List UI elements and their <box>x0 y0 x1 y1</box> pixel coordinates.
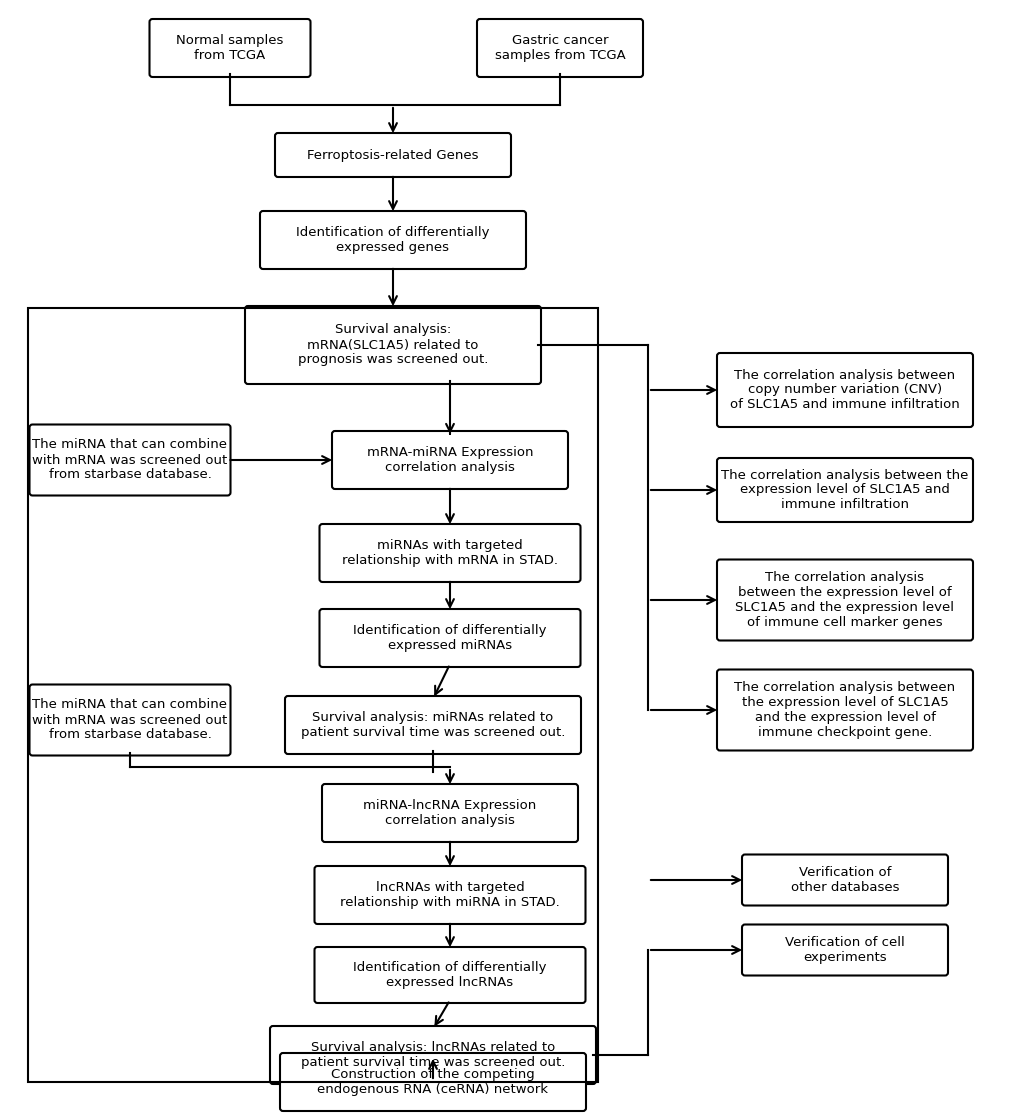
Text: The correlation analysis between
the expression level of SLC1A5
and the expressi: The correlation analysis between the exp… <box>734 681 955 739</box>
FancyBboxPatch shape <box>319 524 580 582</box>
FancyBboxPatch shape <box>314 866 585 924</box>
FancyBboxPatch shape <box>314 948 585 1004</box>
FancyBboxPatch shape <box>716 353 972 427</box>
Bar <box>28 308 597 1082</box>
Text: The correlation analysis between
copy number variation (CNV)
of SLC1A5 and immun: The correlation analysis between copy nu… <box>730 368 959 411</box>
Text: Survival analysis:
mRNA(SLC1A5) related to
prognosis was screened out.: Survival analysis: mRNA(SLC1A5) related … <box>298 324 488 366</box>
FancyBboxPatch shape <box>260 211 526 269</box>
Text: The correlation analysis between the
expression level of SLC1A5 and
immune infil: The correlation analysis between the exp… <box>720 468 968 512</box>
FancyBboxPatch shape <box>284 696 581 754</box>
FancyBboxPatch shape <box>716 458 972 522</box>
FancyBboxPatch shape <box>741 855 947 905</box>
Text: lncRNAs with targeted
relationship with miRNA in STAD.: lncRNAs with targeted relationship with … <box>339 881 559 909</box>
Text: Survival analysis: lncRNAs related to
patient survival time was screened out.: Survival analysis: lncRNAs related to pa… <box>301 1040 565 1068</box>
FancyBboxPatch shape <box>150 19 310 77</box>
FancyBboxPatch shape <box>477 19 642 77</box>
Text: The correlation analysis
between the expression level of
SLC1A5 and the expressi: The correlation analysis between the exp… <box>735 571 954 629</box>
FancyBboxPatch shape <box>741 924 947 976</box>
FancyBboxPatch shape <box>275 133 511 177</box>
Text: The miRNA that can combine
with mRNA was screened out
from starbase database.: The miRNA that can combine with mRNA was… <box>33 699 227 741</box>
Text: Verification of cell
experiments: Verification of cell experiments <box>785 936 904 964</box>
Text: Normal samples
from TCGA: Normal samples from TCGA <box>176 34 283 62</box>
FancyBboxPatch shape <box>716 670 972 750</box>
FancyBboxPatch shape <box>319 609 580 668</box>
Text: Verification of
other databases: Verification of other databases <box>790 866 899 894</box>
Text: Survival analysis: miRNAs related to
patient survival time was screened out.: Survival analysis: miRNAs related to pat… <box>301 711 565 739</box>
Text: Ferroptosis-related Genes: Ferroptosis-related Genes <box>307 149 478 161</box>
Text: miRNA-lncRNA Expression
correlation analysis: miRNA-lncRNA Expression correlation anal… <box>363 799 536 827</box>
Text: Identification of differentially
expressed miRNAs: Identification of differentially express… <box>353 624 546 652</box>
FancyBboxPatch shape <box>322 784 578 842</box>
Text: Identification of differentially
expressed genes: Identification of differentially express… <box>296 226 489 254</box>
Text: Gastric cancer
samples from TCGA: Gastric cancer samples from TCGA <box>494 34 625 62</box>
Text: Construction of the competing
endogenous RNA (ceRNA) network: Construction of the competing endogenous… <box>317 1068 548 1096</box>
FancyBboxPatch shape <box>716 560 972 641</box>
FancyBboxPatch shape <box>30 424 230 495</box>
Text: mRNA-miRNA Expression
correlation analysis: mRNA-miRNA Expression correlation analys… <box>367 446 533 474</box>
FancyBboxPatch shape <box>30 684 230 756</box>
FancyBboxPatch shape <box>280 1053 586 1111</box>
Text: Identification of differentially
expressed lncRNAs: Identification of differentially express… <box>353 961 546 989</box>
FancyBboxPatch shape <box>270 1026 595 1084</box>
Text: The miRNA that can combine
with mRNA was screened out
from starbase database.: The miRNA that can combine with mRNA was… <box>33 439 227 482</box>
Text: miRNAs with targeted
relationship with mRNA in STAD.: miRNAs with targeted relationship with m… <box>341 539 557 567</box>
FancyBboxPatch shape <box>245 306 540 384</box>
FancyBboxPatch shape <box>331 431 568 489</box>
